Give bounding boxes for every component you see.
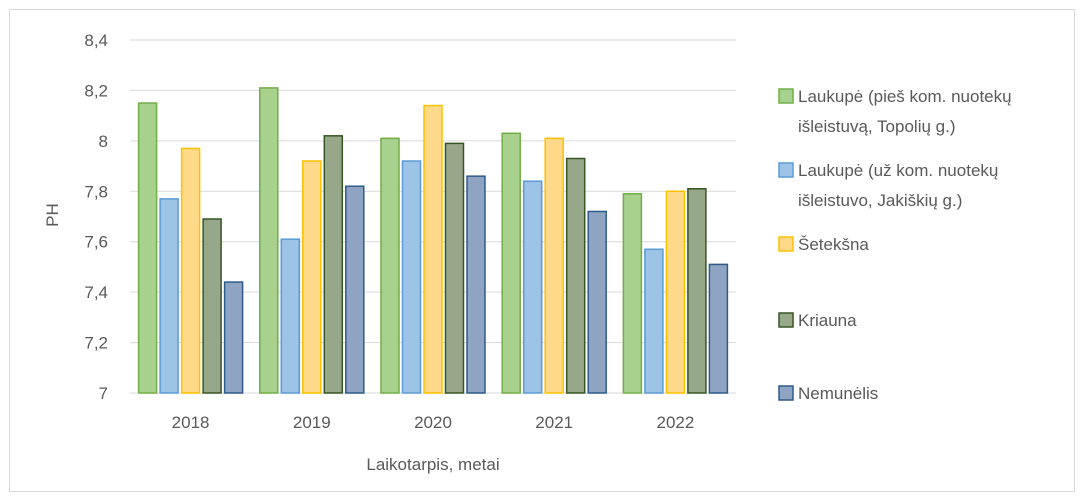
y-axis-ticks: 7 7,2 7,4 7,6 7,8 8 8,2 8,4 bbox=[84, 31, 108, 403]
bar bbox=[565, 157, 586, 394]
legend-label: išleistuvą, Topolių g.) bbox=[798, 117, 956, 136]
legend-item: Nemunėlis bbox=[778, 384, 878, 403]
bar bbox=[687, 188, 707, 394]
legend-swatch bbox=[778, 162, 794, 178]
y-tick-label: 7 bbox=[99, 384, 108, 403]
legend-label: išleistuvo, Jakiškių g.) bbox=[798, 191, 962, 210]
bar bbox=[522, 180, 543, 394]
bar bbox=[622, 193, 643, 394]
bar bbox=[345, 185, 365, 394]
bar bbox=[544, 137, 564, 394]
x-tick-label: 2022 bbox=[656, 413, 694, 432]
bar bbox=[423, 104, 443, 394]
bar bbox=[401, 160, 422, 394]
bar bbox=[259, 87, 279, 394]
legend-label: Nemunėlis bbox=[798, 384, 878, 403]
legend-swatch bbox=[778, 88, 794, 104]
bar bbox=[302, 160, 322, 394]
bars bbox=[137, 87, 729, 394]
x-tick-label: 2019 bbox=[293, 413, 331, 432]
legend-label: Laukupė (pieš kom. nuotekų bbox=[798, 87, 1012, 106]
legend-item: Šetekšna bbox=[778, 235, 869, 254]
legend-item: Laukupė (pieš kom. nuotekų išleistuvą, To… bbox=[778, 87, 1012, 136]
y-tick-label: 7,2 bbox=[84, 334, 108, 353]
x-tick-label: 2021 bbox=[535, 413, 573, 432]
x-tick-label: 2020 bbox=[414, 413, 452, 432]
legend-swatch bbox=[778, 385, 794, 401]
bar bbox=[644, 248, 664, 394]
bar bbox=[137, 102, 158, 394]
y-axis-title: PH bbox=[43, 203, 62, 227]
bar bbox=[587, 210, 607, 394]
y-tick-label: 8,2 bbox=[84, 81, 108, 100]
legend-item: Laukupė (už kom. nuotekų išleistuvo, Jaki… bbox=[778, 161, 998, 210]
legend-swatch bbox=[778, 312, 794, 328]
y-tick-label: 7,8 bbox=[84, 182, 108, 201]
bar bbox=[444, 142, 465, 394]
y-tick-label: 7,4 bbox=[84, 283, 108, 302]
y-tick-label: 8,4 bbox=[84, 31, 108, 50]
bar bbox=[380, 137, 400, 394]
bar bbox=[280, 238, 301, 394]
bar bbox=[323, 135, 344, 394]
x-tick-label: 2018 bbox=[172, 413, 210, 432]
x-axis-ticks: 2018 2019 2020 2021 2022 bbox=[172, 413, 695, 432]
legend-label: Šetekšna bbox=[798, 235, 869, 254]
bar bbox=[665, 190, 686, 394]
y-tick-label: 8 bbox=[99, 132, 108, 151]
x-axis-title: Laikotarpis, metai bbox=[366, 455, 499, 474]
bar bbox=[466, 175, 486, 394]
bar bbox=[501, 132, 521, 394]
legend-item: Kriauna bbox=[778, 311, 857, 330]
bar bbox=[708, 263, 729, 394]
legend-label: Kriauna bbox=[798, 311, 857, 330]
legend: Laukupė (pieš kom. nuotekų išleistuvą, To… bbox=[778, 87, 1012, 403]
bar bbox=[159, 198, 179, 394]
y-tick-label: 7,6 bbox=[84, 233, 108, 252]
bar bbox=[202, 218, 222, 394]
legend-swatch bbox=[778, 236, 794, 252]
bar bbox=[180, 147, 201, 394]
legend-label: Laukupė (už kom. nuotekų bbox=[798, 161, 998, 180]
bar bbox=[223, 281, 244, 394]
